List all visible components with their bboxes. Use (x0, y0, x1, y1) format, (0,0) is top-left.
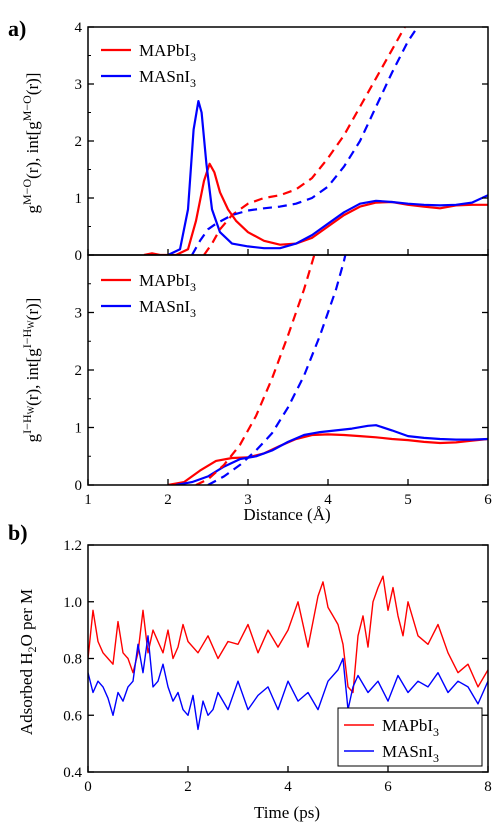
legend-label-mapbi3: MAPbI3 (139, 271, 196, 294)
adsorbed-water-plot: 0.4 0.6 0.8 1.0 1.2 0 2 4 6 8 MAPbI3 MASnI3 (63, 538, 492, 795)
y-tick-label: 1 (75, 421, 83, 437)
series-line-mapbi3-solid (167, 433, 488, 485)
x-tick-label: 6 (484, 492, 492, 508)
x-tick-label: 5 (404, 492, 412, 508)
y-tick-label: 0 (75, 248, 83, 264)
y-tick-label: 2 (75, 363, 83, 379)
y-axis-label-adsorbed: Adsorbed H2O per M (17, 589, 39, 735)
y-tick-label: 3 (75, 306, 83, 322)
x-tick-label: 2 (164, 492, 172, 508)
series-line-mapbi3-solid (88, 575, 488, 694)
panel-a-label: a) (8, 16, 26, 41)
legend-label-masni3: MASnI3 (139, 67, 196, 90)
rdf-m-o-plot: 0 1 2 3 4 MAPbI3 MASnI3 (75, 20, 489, 264)
x-axis-label-time: Time (ps) (254, 803, 320, 822)
x-tick-label: 2 (184, 779, 192, 795)
y-tick-label: 1.2 (63, 538, 82, 554)
y-tick-label: 0.8 (63, 652, 82, 668)
y-tick-label: 0 (75, 478, 83, 494)
x-tick-label: 6 (384, 779, 392, 795)
series-line-masni3-solid (175, 424, 488, 485)
x-axis-label-distance: Distance (Å) (243, 505, 330, 524)
y-tick-label: 2 (75, 134, 83, 150)
x-tick-label: 0 (84, 779, 92, 795)
legend-label-masni3: MASnI3 (139, 297, 196, 320)
y-tick-label: 1.0 (63, 595, 82, 611)
series-line-masni3-solid (88, 635, 488, 731)
x-tick-label: 3 (244, 492, 252, 508)
series-line-mapbi3-solid (143, 162, 488, 255)
legend-label-masni3: MASnI3 (382, 742, 439, 765)
y-tick-label: 3 (75, 77, 83, 93)
legend-label-mapbi3: MAPbI3 (139, 41, 196, 64)
y-axis-label-i-hw: gI−HW(r), int[gI−HW(r)] (20, 298, 42, 443)
series-line-mapbi3-dashed (203, 27, 406, 255)
legend-label-mapbi3: MAPbI3 (382, 716, 439, 739)
x-tick-label: 4 (324, 492, 332, 508)
y-tick-label: 4 (75, 20, 83, 36)
y-tick-label: 0.4 (63, 765, 82, 781)
legend: MAPbI3 MASnI3 (95, 263, 227, 321)
x-tick-label: 1 (84, 492, 92, 508)
y-tick-label: 0.6 (63, 708, 82, 724)
x-tick-label: 8 (484, 779, 492, 795)
series-line-masni3-dashed (207, 255, 347, 485)
x-tick-label: 4 (284, 779, 292, 795)
legend: MAPbI3 MASnI3 (95, 33, 227, 91)
series-line-mapbi3-dashed (195, 255, 316, 485)
legend: MAPbI3 MASnI3 (337, 707, 483, 767)
series-line-masni3-dashed (191, 27, 419, 255)
y-axis-label-m-o: gM−O(r), int[gM−O(r)] (20, 73, 42, 214)
y-tick-label: 1 (75, 191, 83, 207)
series-line-masni3-solid (167, 99, 488, 255)
panel-b-label: b) (8, 520, 28, 545)
